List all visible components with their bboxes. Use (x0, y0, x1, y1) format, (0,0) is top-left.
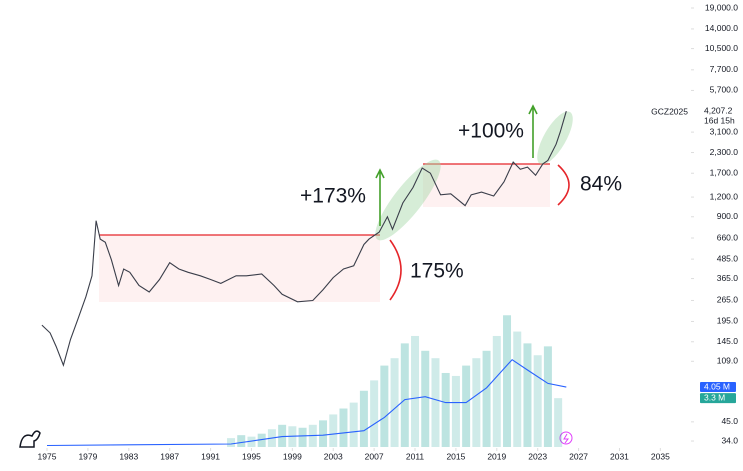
volume-bar (503, 315, 512, 447)
y-tick-label: 5,700.0 (710, 85, 739, 95)
flash-icon[interactable] (559, 431, 573, 445)
annotation: +100% (458, 120, 524, 143)
y-tick-label: 3,100.0 (710, 126, 739, 136)
y-tick-label: 660.0 (717, 232, 739, 242)
volume-bar (237, 435, 246, 447)
x-tick-label: 1999 (283, 451, 302, 461)
flash-glyph (563, 433, 569, 444)
y-tick-label: 14,000.0 (705, 23, 738, 33)
range-box (423, 164, 550, 207)
volume-bar (431, 358, 440, 447)
highlight (375, 159, 441, 241)
value-label: 4.05 M (704, 381, 730, 391)
volume-bar (421, 350, 430, 447)
volume-bar (482, 350, 491, 447)
x-tick-label: 2027 (569, 451, 588, 461)
bracket (557, 164, 570, 206)
volume-bar (554, 398, 563, 447)
highlight (537, 111, 573, 165)
volume-bar (247, 436, 256, 447)
volume-bar (329, 414, 338, 447)
value-label: 3.3 M (704, 392, 725, 402)
y-tick-label: 195.0 (717, 316, 739, 326)
volume-bar (513, 331, 522, 447)
y-tick-label: 145.0 (717, 336, 739, 346)
volume-bar (278, 424, 287, 447)
volume-bar (359, 390, 368, 447)
volume-bar (441, 372, 450, 447)
x-tick-label: 2015 (446, 451, 465, 461)
volume-bar (227, 438, 236, 447)
y-tick-label: 10,500.0 (705, 43, 738, 53)
volume-bar (462, 365, 471, 447)
y-tick-label: 45.0 (721, 416, 738, 426)
symbol-label: GCZ2025 (651, 106, 688, 116)
y-tick-label: 365.0 (717, 273, 739, 283)
y-tick-label: 34.0 (721, 435, 738, 445)
x-tick-label: 2035 (651, 451, 670, 461)
x-tick-label: 2007 (365, 451, 384, 461)
volume-bar (543, 346, 552, 447)
x-tick-label: 1979 (78, 451, 97, 461)
value-label: 4,207.2 (704, 105, 733, 115)
volume-bar (472, 358, 481, 447)
volume-bar (380, 365, 389, 447)
value-badge (700, 393, 736, 404)
x-tick-label: 2003 (324, 451, 343, 461)
y-tick-label: 1,200.0 (710, 191, 739, 201)
volume-bar (523, 343, 532, 447)
value-badge (700, 382, 736, 393)
volume-bar (451, 375, 460, 447)
x-tick-label: 1983 (119, 451, 138, 461)
logo (19, 430, 41, 448)
range-box (99, 235, 380, 302)
volume-bar (370, 380, 379, 447)
arrow (528, 104, 538, 158)
y-tick-label: 265.0 (717, 295, 739, 305)
x-tick-label: 2019 (487, 451, 506, 461)
volume-bar (400, 343, 409, 447)
annotation: 175% (410, 260, 464, 283)
x-tick-label: 1975 (38, 451, 57, 461)
x-tick-label: 2011 (406, 451, 425, 461)
y-tick-label: 900.0 (717, 211, 739, 221)
volume-bar (533, 355, 542, 447)
y-tick-label: 485.0 (717, 253, 739, 263)
x-tick-label: 2031 (610, 451, 629, 461)
volume-bar (298, 427, 307, 447)
y-tick-label: 7,700.0 (710, 64, 739, 74)
y-tick-label: 19,000.0 (705, 2, 738, 12)
volume-ma-line (46, 358, 567, 447)
y-tick-label: 109.0 (717, 356, 739, 366)
x-tick-label: 1987 (160, 451, 179, 461)
annotation: +173% (300, 185, 366, 208)
annotation: 84% (580, 173, 622, 196)
volume-bar (319, 420, 328, 447)
volume-bar (349, 402, 358, 447)
bracket (389, 239, 402, 301)
price-line (41, 111, 567, 367)
volume-bar (339, 408, 348, 447)
arrow (375, 168, 385, 226)
y-tick-label: 1,700.0 (710, 167, 739, 177)
x-tick-label: 1991 (201, 451, 220, 461)
volume-bar (257, 433, 266, 447)
volume-bar (411, 335, 420, 447)
countdown: 16d 15h (704, 115, 735, 125)
x-tick-label: 1995 (242, 451, 261, 461)
x-tick-label: 2023 (528, 451, 547, 461)
y-tick-label: 2,300.0 (710, 147, 739, 157)
drawings (19, 104, 573, 448)
volume-bar (492, 335, 501, 447)
volume-bar (390, 358, 399, 447)
